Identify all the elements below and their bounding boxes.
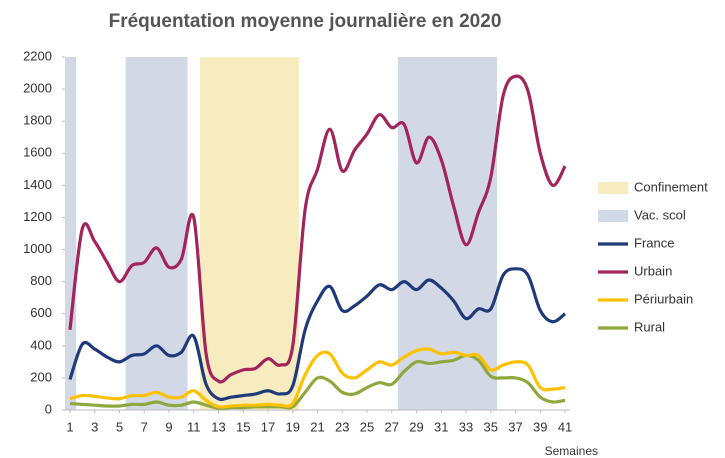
- x-tick-label: 9: [165, 419, 172, 434]
- x-tick-label: 21: [310, 419, 324, 434]
- x-tick-label: 19: [286, 419, 300, 434]
- x-axis-label: Semaines: [545, 444, 598, 458]
- y-tick-label: 2200: [23, 48, 52, 63]
- line-series: [69, 347, 566, 409]
- x-tick-label: 31: [434, 419, 448, 434]
- x-tick-label: 13: [211, 419, 225, 434]
- x-tick-label: 29: [409, 419, 423, 434]
- line-series: [68, 267, 567, 402]
- y-tick-label: 200: [30, 369, 52, 384]
- x-tick-label: 33: [459, 419, 473, 434]
- band: [199, 57, 299, 410]
- band: [65, 57, 77, 410]
- x-tick-label: 27: [385, 419, 399, 434]
- y-tick-label: 800: [30, 273, 52, 288]
- legend-label: Vac. scol: [634, 207, 686, 222]
- y-tick-label: 400: [30, 337, 52, 352]
- legend-label: Rural: [634, 319, 665, 334]
- x-tick-label: 41: [558, 419, 572, 434]
- line-series: [68, 74, 567, 384]
- legend-swatch: [598, 182, 628, 194]
- x-tick-label: 3: [91, 419, 98, 434]
- y-tick-label: 1400: [23, 177, 52, 192]
- y-tick-label: 1200: [23, 209, 52, 224]
- line-series: [69, 353, 566, 411]
- legend-label: Confinement: [634, 179, 708, 194]
- x-tick-label: 15: [236, 419, 250, 434]
- x-tick-label: 17: [261, 419, 275, 434]
- legend-label: Périurbain: [634, 291, 693, 306]
- legend-label: Urbain: [634, 263, 672, 278]
- y-tick-label: 0: [45, 401, 52, 416]
- y-tick-label: 2000: [23, 81, 52, 96]
- x-tick-label: 25: [360, 419, 374, 434]
- x-tick-label: 35: [484, 419, 498, 434]
- y-tick-label: 1600: [23, 145, 52, 160]
- legend-label: France: [634, 235, 674, 250]
- chart-title: Fréquentation moyenne journalière en 202…: [109, 11, 502, 32]
- x-tick-label: 5: [116, 419, 123, 434]
- x-tick-label: 23: [335, 419, 349, 434]
- x-tick-label: 11: [187, 419, 201, 434]
- legend-swatch: [598, 210, 628, 222]
- y-tick-label: 1800: [23, 113, 52, 128]
- x-tick-label: 7: [141, 419, 148, 434]
- y-tick-label: 600: [30, 305, 52, 320]
- y-tick-label: 1000: [23, 241, 52, 256]
- x-tick-label: 39: [533, 419, 547, 434]
- band: [125, 57, 188, 410]
- x-tick-label: 37: [508, 419, 522, 434]
- x-tick-label: 1: [66, 419, 73, 434]
